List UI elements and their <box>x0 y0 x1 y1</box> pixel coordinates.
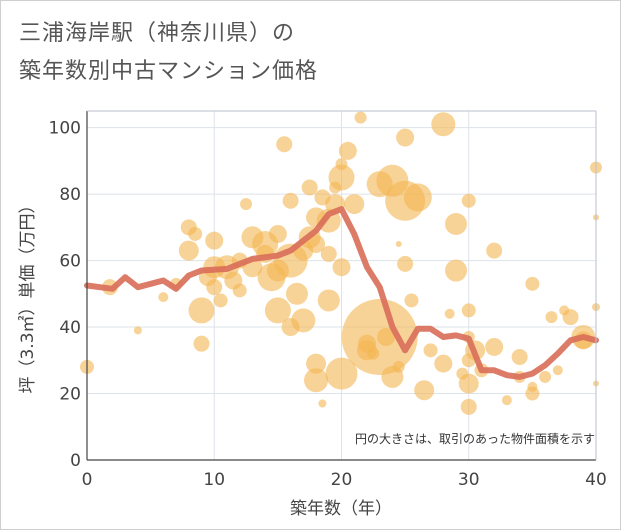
chart-title-line-2: 築年数別中古マンション価格 <box>19 59 319 84</box>
bubble-point <box>193 335 210 352</box>
bubble-point <box>344 194 365 215</box>
bubble-point <box>317 289 340 312</box>
bubble-point <box>268 224 287 243</box>
bubble-point <box>285 282 308 305</box>
bubble-point <box>404 293 419 308</box>
bubble-point <box>403 183 432 212</box>
bubble-point <box>240 198 253 211</box>
bubble-point <box>325 357 358 390</box>
bubble-point <box>328 164 355 191</box>
bubble-point <box>264 297 291 324</box>
y-tick-label: 80 <box>59 185 81 205</box>
bubble-point <box>282 192 299 209</box>
bubble-point <box>414 380 435 401</box>
bubble-point <box>318 399 327 408</box>
bubble-point <box>276 136 293 153</box>
bubble-point <box>338 141 357 160</box>
bubble-point <box>511 348 528 365</box>
chart-title-line-1: 三浦海岸駅（神奈川県）の <box>19 21 296 46</box>
bubble-point <box>188 297 215 324</box>
bubble-point <box>178 240 199 261</box>
bubble-point <box>232 283 247 298</box>
bubble-point <box>562 309 579 326</box>
y-tick-label: 100 <box>49 119 81 139</box>
y-tick-label: 40 <box>59 318 81 338</box>
x-tick-label: 30 <box>458 470 480 490</box>
bubble-point <box>206 279 223 296</box>
bubbles <box>80 111 602 415</box>
x-axis-title: 築年数（年） <box>290 499 392 519</box>
bubble-point <box>434 354 453 373</box>
bubble-point <box>461 303 476 318</box>
bubble-point <box>306 353 327 374</box>
bubble-point <box>304 368 329 393</box>
bubble-point <box>307 234 326 253</box>
bubble-point <box>545 311 558 324</box>
bubble-point <box>539 370 552 383</box>
bubble-point <box>213 293 228 308</box>
bubble-point <box>431 112 456 137</box>
y-tick-label: 20 <box>59 385 81 405</box>
axes: 0 10 20 30 40 0 20 40 60 80 100 <box>49 110 607 490</box>
bubble-point <box>396 128 415 147</box>
bubble-point <box>205 231 224 250</box>
x-tick-label: 40 <box>585 470 607 490</box>
bubble-point <box>445 213 468 236</box>
average-price-line <box>84 206 599 380</box>
bubble-point <box>158 292 169 303</box>
bubble-point <box>444 308 455 319</box>
bubble-point <box>525 386 540 401</box>
bubble-point <box>332 258 351 277</box>
bubble-point <box>377 328 396 347</box>
x-tick-label: 10 <box>203 470 225 490</box>
bubble-point <box>301 179 318 196</box>
y-tick-label: 60 <box>59 252 81 272</box>
bubble-point <box>188 226 203 241</box>
bubble-point <box>501 395 512 406</box>
bubble-point <box>397 255 414 272</box>
bubble-point <box>392 360 405 373</box>
size-note: 円の大きさは、取引のあった物件面積を示す <box>355 431 595 446</box>
bubble-point <box>525 276 540 291</box>
bubble-point <box>461 193 476 208</box>
bubble-point <box>552 365 563 376</box>
bubble-point <box>423 343 438 358</box>
bubble-point <box>133 326 142 335</box>
bubble-point <box>445 259 468 282</box>
bubble-point <box>354 111 367 124</box>
bubble-point <box>458 373 479 394</box>
bubble-point <box>291 308 316 333</box>
y-axis-title: 坪（3.3㎡）単価（万円） <box>18 196 38 393</box>
bubble-point <box>485 337 504 356</box>
bubble-point <box>395 240 402 247</box>
bubble-point <box>320 245 337 262</box>
bubble-point <box>335 158 348 171</box>
x-tick-label: 20 <box>331 470 353 490</box>
x-tick-label: 0 <box>82 470 93 490</box>
bubble-point <box>460 398 477 415</box>
y-tick-label: 0 <box>70 451 81 471</box>
bubble-point <box>486 242 503 259</box>
